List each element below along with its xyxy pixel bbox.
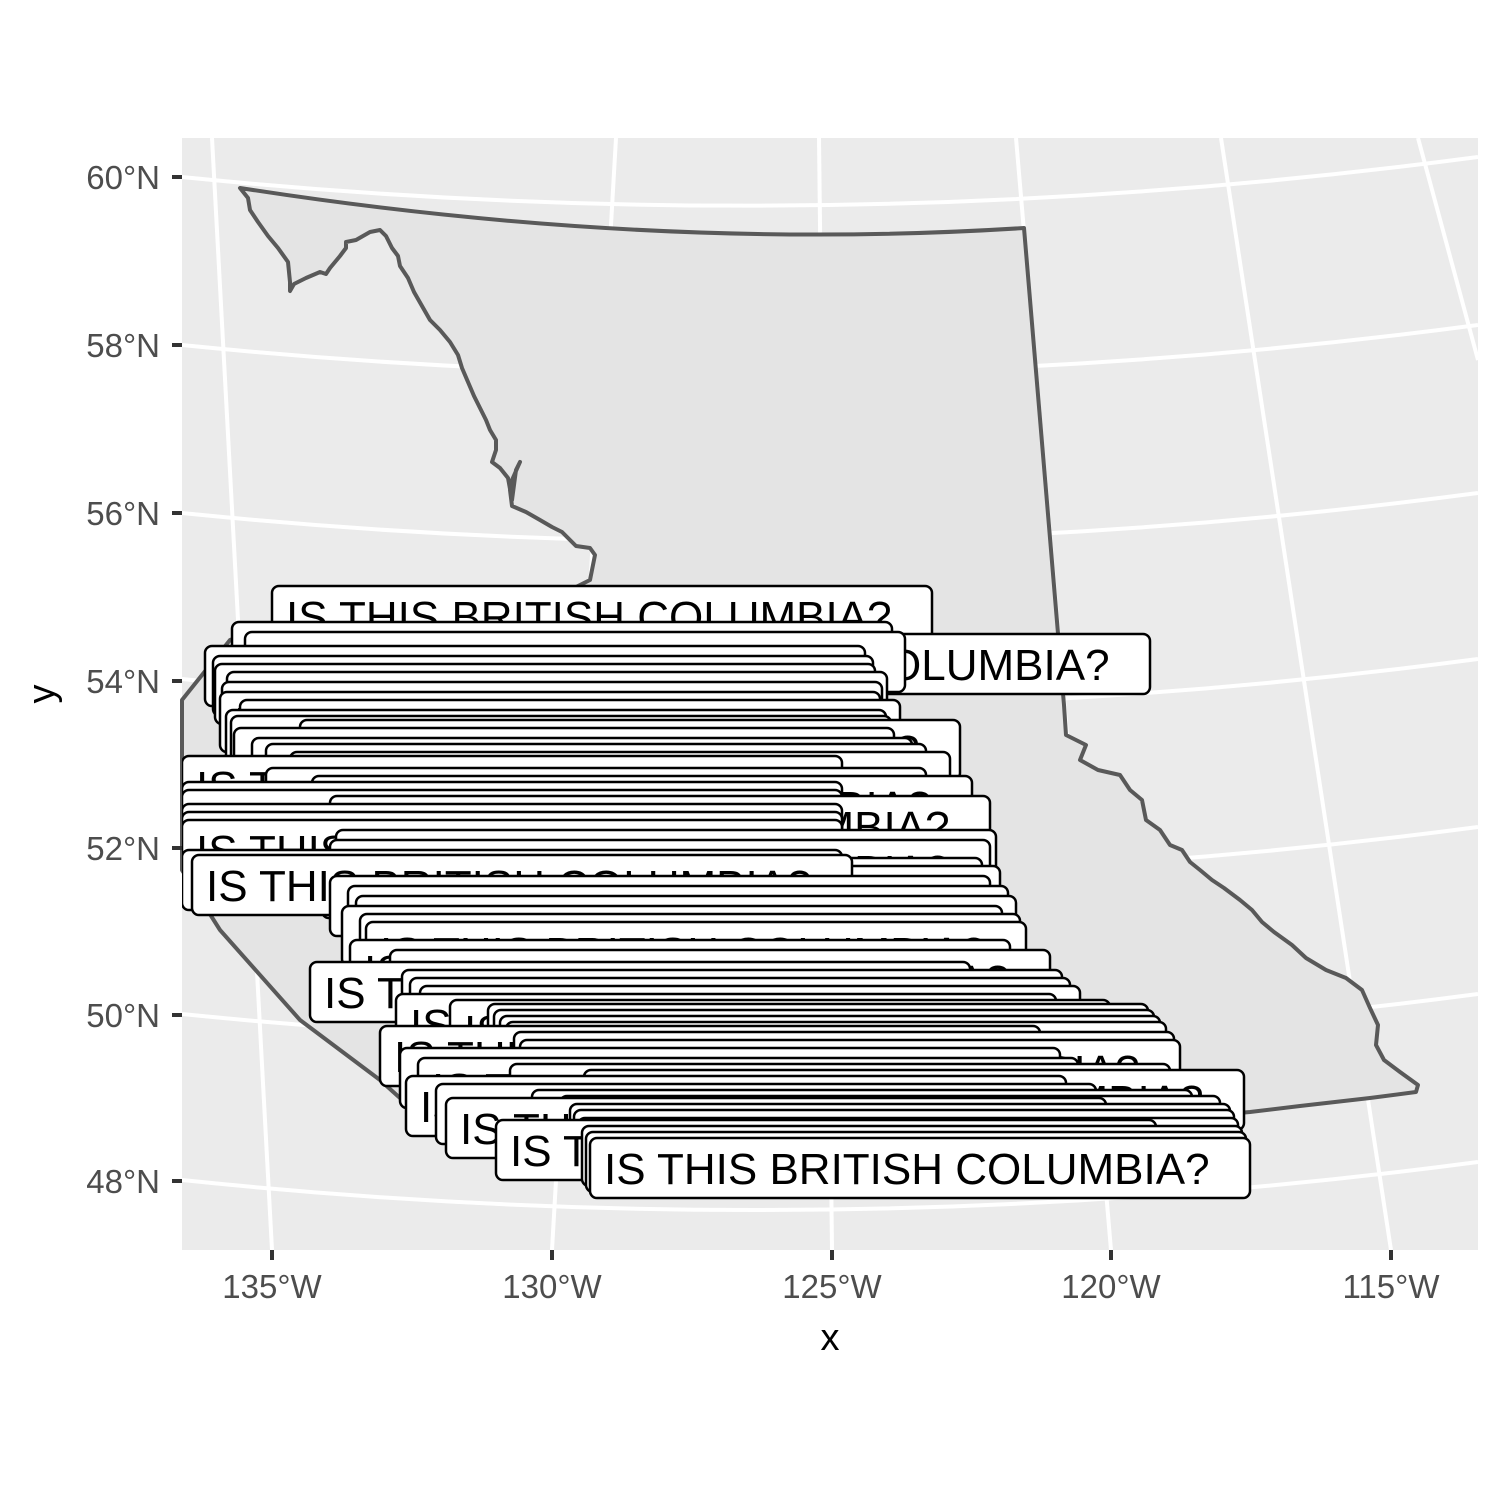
y-tick-label-58: 58°N (86, 327, 160, 364)
x-tick-label-115: 115°W (1343, 1268, 1441, 1305)
x-tick-label-120: 120°W (1061, 1268, 1161, 1305)
x-tick-label-130: 130°W (502, 1268, 602, 1305)
map-label-box (588, 1136, 1252, 1200)
map-label: IS THIS BRITISH COLUMBIA? (588, 1136, 1252, 1200)
map-labels: IS THIS BRITISH COLUMBIA?IS THIS BRITISH… (182, 584, 1252, 1200)
y-tick-label-50: 50°N (86, 997, 160, 1034)
x-axis: 135°W 130°W 125°W 120°W 115°W x (222, 1250, 1440, 1359)
x-tick-label-125: 125°W (782, 1268, 882, 1305)
gridline-lat-60 (182, 155, 1478, 208)
x-axis-title: x (821, 1317, 840, 1359)
y-tick-label-56: 56°N (86, 495, 160, 532)
gridline-lon-110 (1416, 138, 1478, 361)
y-axis-title: y (21, 685, 63, 704)
y-tick-label-48: 48°N (86, 1163, 160, 1200)
y-axis: 60°N 58°N 56°N 54°N 52°N 50°N 48°N y (21, 159, 182, 1200)
y-tick-label-54: 54°N (86, 663, 160, 700)
y-tick-label-60: 60°N (86, 159, 160, 196)
map-label-text: IS THIS BRITISH COLUMBIA? (604, 1145, 1210, 1194)
x-tick-label-135: 135°W (222, 1268, 322, 1305)
y-tick-label-52: 52°N (86, 830, 160, 867)
